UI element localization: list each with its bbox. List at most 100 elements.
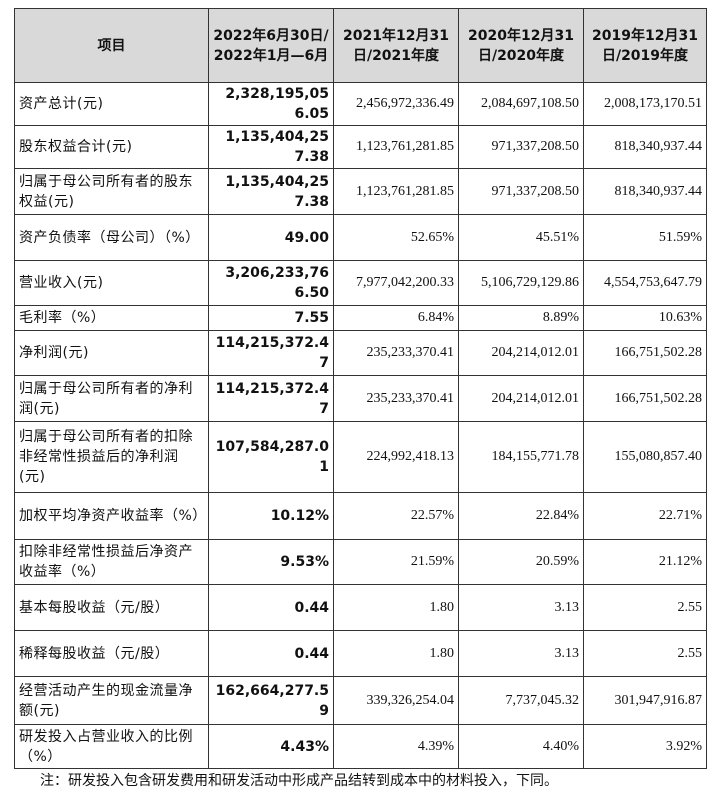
value-cell: 45.51% (458, 214, 584, 261)
header-cell: 2020年12月31日/2020年度 (458, 8, 584, 83)
value-cell: 3.13 (458, 630, 584, 677)
value-cell: 10.63% (583, 305, 707, 331)
row-label: 股东权益合计(元) (14, 125, 209, 169)
value-cell: 3,206,233,766.50 (208, 260, 334, 306)
row-label: 基本每股收益（元/股） (14, 584, 209, 631)
value-cell: 235,233,370.41 (333, 330, 459, 376)
value-cell: 4,554,753,647.79 (583, 260, 707, 306)
value-cell: 155,080,857.40 (583, 421, 707, 493)
value-cell: 6.84% (333, 305, 459, 331)
value-cell: 22.57% (333, 492, 459, 540)
value-cell: 2,456,972,336.49 (333, 82, 459, 126)
value-cell: 235,233,370.41 (333, 375, 459, 422)
table-row: 资产负债率（母公司）（%） 49.00 52.65% 45.51% 51.59% (14, 214, 707, 261)
value-cell: 162,664,277.59 (208, 676, 334, 725)
table-row: 扣除非经常性损益后净资产收益率（%） 9.53% 21.59% 20.59% 21.12… (14, 539, 707, 585)
value-cell: 2.55 (583, 630, 707, 677)
value-cell: 3.92% (583, 724, 707, 769)
value-cell: 0.44 (208, 584, 334, 631)
value-cell: 22.71% (583, 492, 707, 540)
value-cell: 9.53% (208, 539, 334, 585)
footnote: 注：研发投入包含研发费用和研发活动中形成产品结转到成本中的材料投入，下同。 (40, 773, 558, 789)
value-cell: 4.43% (208, 724, 334, 769)
value-cell: 971,337,208.50 (458, 125, 584, 169)
value-cell: 51.59% (583, 214, 707, 261)
header-cell: 项目 (14, 8, 209, 83)
value-cell: 107,584,287.01 (208, 421, 334, 493)
value-cell: 52.65% (333, 214, 459, 261)
value-cell: 5,106,729,129.86 (458, 260, 584, 306)
table-row: 经营活动产生的现金流量净额(元) 162,664,277.59 339,326,25… (14, 676, 707, 725)
row-label: 资产总计(元) (14, 82, 209, 126)
value-cell: 2.55 (583, 584, 707, 631)
value-cell: 21.12% (583, 539, 707, 585)
value-cell: 1.80 (333, 630, 459, 677)
value-cell: 971,337,208.50 (458, 168, 584, 215)
value-cell: 1,123,761,281.85 (333, 168, 459, 215)
table-row: 稀释每股收益（元/股） 0.44 1.80 3.13 2.55 (14, 630, 707, 677)
table-row: 归属于母公司所有者的股东权益(元) 1,135,404,257.38 1,123,7… (14, 168, 707, 215)
header-cell: 2022年6月30日/2022年1月—6月 (208, 8, 334, 83)
row-label: 归属于母公司所有者的扣除非经常性损益后的净利润(元) (14, 421, 209, 493)
table-row: 归属于母公司所有者的扣除非经常性损益后的净利润(元) 107,584,287.01… (14, 421, 707, 493)
row-label: 归属于母公司所有者的股东权益(元) (14, 168, 209, 215)
value-cell: 21.59% (333, 539, 459, 585)
value-cell: 166,751,502.28 (583, 330, 707, 376)
table-row: 研发投入占营业收入的比例（%） 4.43% 4.39% 4.40% 3.92% (14, 724, 707, 769)
value-cell: 1,123,761,281.85 (333, 125, 459, 169)
value-cell: 114,215,372.47 (208, 330, 334, 376)
value-cell: 3.13 (458, 584, 584, 631)
value-cell: 4.39% (333, 724, 459, 769)
row-label: 归属于母公司所有者的净利润(元) (14, 375, 209, 422)
header-cell: 2021年12月31日/2021年度 (333, 8, 459, 83)
value-cell: 1,135,404,257.38 (208, 168, 334, 215)
table-row: 加权平均净资产收益率（%） 10.12% 22.57% 22.84% 22.71% (14, 492, 707, 540)
table-row: 营业收入(元) 3,206,233,766.50 7,977,042,200.33 5… (14, 260, 707, 306)
row-label: 经营活动产生的现金流量净额(元) (14, 676, 209, 725)
table-row: 股东权益合计(元) 1,135,404,257.38 1,123,761,281.8… (14, 125, 707, 169)
value-cell: 301,947,916.87 (583, 676, 707, 725)
header-row: 项目 2022年6月30日/2022年1月—6月 2021年12月31日/2021年… (14, 8, 707, 83)
row-label: 净利润(元) (14, 330, 209, 376)
financial-table: 项目 2022年6月30日/2022年1月—6月 2021年12月31日/2021年… (14, 8, 707, 769)
value-cell: 22.84% (458, 492, 584, 540)
value-cell: 20.59% (458, 539, 584, 585)
table-row: 净利润(元) 114,215,372.47 235,233,370.41 204,21… (14, 330, 707, 376)
value-cell: 818,340,937.44 (583, 125, 707, 169)
value-cell: 2,328,195,056.05 (208, 82, 334, 126)
row-label: 营业收入(元) (14, 260, 209, 306)
value-cell: 7.55 (208, 305, 334, 331)
table-body: 资产总计(元) 2,328,195,056.05 2,456,972,336.49 2… (14, 82, 707, 769)
row-label: 扣除非经常性损益后净资产收益率（%） (14, 539, 209, 585)
table-row: 资产总计(元) 2,328,195,056.05 2,456,972,336.49 2… (14, 82, 707, 126)
row-label: 研发投入占营业收入的比例（%） (14, 724, 209, 769)
header-cell: 2019年12月31日/2019年度 (583, 8, 707, 83)
value-cell: 184,155,771.78 (458, 421, 584, 493)
table-row: 毛利率（%） 7.55 6.84% 8.89% 10.63% (14, 305, 707, 331)
value-cell: 10.12% (208, 492, 334, 540)
row-label: 资产负债率（母公司）（%） (14, 214, 209, 261)
table-row: 基本每股收益（元/股） 0.44 1.80 3.13 2.55 (14, 584, 707, 631)
value-cell: 1,135,404,257.38 (208, 125, 334, 169)
value-cell: 339,326,254.04 (333, 676, 459, 725)
value-cell: 204,214,012.01 (458, 375, 584, 422)
value-cell: 8.89% (458, 305, 584, 331)
row-label: 稀释每股收益（元/股） (14, 630, 209, 677)
value-cell: 7,737,045.32 (458, 676, 584, 725)
value-cell: 166,751,502.28 (583, 375, 707, 422)
value-cell: 7,977,042,200.33 (333, 260, 459, 306)
table-row: 归属于母公司所有者的净利润(元) 114,215,372.47 235,233,37… (14, 375, 707, 422)
row-label: 毛利率（%） (14, 305, 209, 331)
row-label: 加权平均净资产收益率（%） (14, 492, 209, 540)
value-cell: 818,340,937.44 (583, 168, 707, 215)
value-cell: 2,008,173,170.51 (583, 82, 707, 126)
value-cell: 224,992,418.13 (333, 421, 459, 493)
value-cell: 2,084,697,108.50 (458, 82, 584, 126)
value-cell: 204,214,012.01 (458, 330, 584, 376)
value-cell: 49.00 (208, 214, 334, 261)
value-cell: 1.80 (333, 584, 459, 631)
value-cell: 0.44 (208, 630, 334, 677)
value-cell: 4.40% (458, 724, 584, 769)
value-cell: 114,215,372.47 (208, 375, 334, 422)
